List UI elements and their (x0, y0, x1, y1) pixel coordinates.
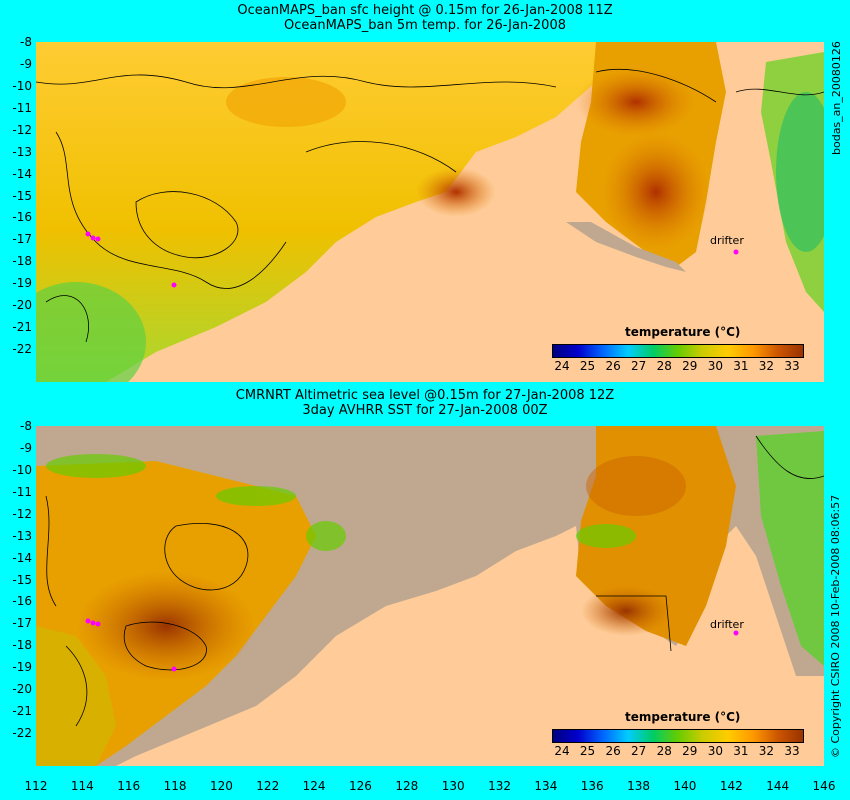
top-title-line2: OceanMAPS_ban 5m temp. for 26-Jan-2008 (284, 18, 566, 33)
y-tick-label: -8 (20, 35, 32, 49)
colorbar-tick-label: 28 (656, 359, 672, 373)
x-tick-label: 112 (24, 779, 48, 793)
top-nodata (566, 222, 686, 272)
y-tick-label: -19 (12, 276, 32, 291)
colorbar-tick-label: 31 (733, 744, 749, 758)
x-tick-label: 128 (395, 779, 419, 793)
colorbar-tick-label: 24 (554, 744, 570, 758)
x-tick-label: 136 (580, 779, 604, 793)
colorbar-tick-label: 33 (784, 359, 800, 373)
colorbar-tick-label: 27 (631, 359, 647, 373)
colorbar-tick-label: 29 (682, 744, 698, 758)
bottom-map-svg (36, 426, 824, 766)
y-tick-label: -21 (12, 320, 32, 335)
x-tick-label: 120 (209, 779, 233, 793)
y-tick-label: -18 (12, 254, 32, 269)
y-tick-label: -11 (12, 484, 32, 499)
top-map-panel: drifter (36, 42, 824, 382)
colorbar-tick-label: 30 (707, 359, 723, 373)
y-tick-label: -11 (12, 100, 32, 115)
y-tick-label: -15 (12, 188, 32, 203)
x-tick-label: 134 (534, 779, 558, 793)
top-drifters (85, 231, 739, 288)
colorbar-tick-label: 32 (758, 744, 775, 758)
top-colorbar-title: temperature (°C) (625, 325, 741, 339)
bottom-colorbar-title: temperature (°C) (625, 710, 741, 724)
colorbar-tick-label: 28 (656, 744, 672, 758)
top-sea-west (36, 42, 596, 382)
y-tick-label: -12 (12, 122, 32, 137)
y-tick-label: -13 (12, 528, 32, 543)
x-tick-label: 114 (70, 779, 94, 793)
colorbar-tick-label: 32 (758, 359, 775, 373)
y-tick-label: -14 (12, 166, 32, 181)
y-tick-label: -17 (12, 616, 32, 631)
colorbar-tick-label: 26 (605, 744, 621, 758)
bottom-title-line1: CMRNRT Altimetric sea level @0.15m for 2… (235, 388, 615, 403)
y-tick-label: -16 (12, 594, 32, 609)
x-tick-label: 126 (349, 779, 372, 793)
x-tick-label: 116 (117, 779, 141, 793)
x-tick-label: 142 (719, 779, 743, 793)
y-tick-label: -19 (12, 660, 32, 675)
x-tick-label: 124 (302, 779, 326, 793)
top-side-label: bodas_an_20080126 (830, 41, 843, 155)
x-tick-label: 122 (256, 779, 280, 793)
y-tick-label: -20 (12, 682, 32, 697)
x-tick-label: 146 (812, 779, 836, 793)
y-tick-label: -13 (12, 144, 32, 159)
bottom-side-label: © Copyright CSIRO 2008 10-Feb-2008 08:06… (829, 494, 842, 758)
y-tick-label: -17 (12, 232, 32, 247)
y-tick-label: -10 (12, 462, 32, 477)
x-tick-label: 132 (488, 779, 511, 793)
x-tick-label: 130 (441, 779, 465, 793)
colorbar-tick-label: 31 (733, 359, 749, 373)
bottom-colorbar (552, 729, 804, 743)
y-tick-label: -15 (12, 572, 32, 587)
top-drifter-label: drifter (710, 234, 744, 247)
top-map-svg (36, 42, 824, 382)
y-tick-label: -10 (12, 78, 32, 93)
y-tick-label: -12 (12, 506, 32, 521)
colorbar-tick-label: 33 (784, 744, 800, 758)
colorbar-tick-label: 26 (605, 359, 621, 373)
y-tick-label: -22 (12, 342, 32, 357)
y-tick-label: -22 (12, 726, 32, 741)
x-tick-label: 138 (627, 779, 651, 793)
colorbar-tick-label: 27 (631, 744, 647, 758)
top-title-line1: OceanMAPS_ban sfc height @ 0.15m for 26-… (237, 3, 613, 18)
top-contours (36, 68, 824, 343)
y-tick-label: -16 (12, 210, 32, 225)
x-tick-label: 118 (163, 779, 187, 793)
bottom-drifters (85, 618, 739, 672)
bottom-drifter-label: drifter (710, 618, 744, 631)
x-tick-label: 144 (766, 779, 790, 793)
y-tick-label: -14 (12, 550, 32, 565)
colorbar-tick-label: 29 (682, 359, 698, 373)
bottom-sst-south (36, 626, 116, 766)
bottom-title-line2: 3day AVHRR SST for 27-Jan-2008 00Z (302, 403, 548, 418)
colorbar-tick-label: 24 (554, 359, 570, 373)
bottom-map-panel: drifter (36, 426, 824, 766)
y-tick-label: -9 (20, 440, 32, 455)
y-tick-label: -9 (20, 56, 32, 71)
y-tick-label: -18 (12, 638, 32, 653)
bottom-cloud-fringe (46, 454, 636, 551)
bottom-sst-east (756, 431, 824, 666)
bottom-contours (45, 435, 824, 727)
colorbar-tick-label: 25 (579, 744, 596, 758)
colorbar-tick-label: 30 (707, 744, 723, 758)
y-tick-label: -20 (12, 298, 32, 313)
top-colorbar (552, 344, 804, 358)
colorbar-tick-label: 25 (579, 359, 596, 373)
y-tick-label: -21 (12, 704, 32, 719)
x-tick-label: 140 (673, 779, 697, 793)
y-tick-label: -8 (20, 419, 32, 433)
